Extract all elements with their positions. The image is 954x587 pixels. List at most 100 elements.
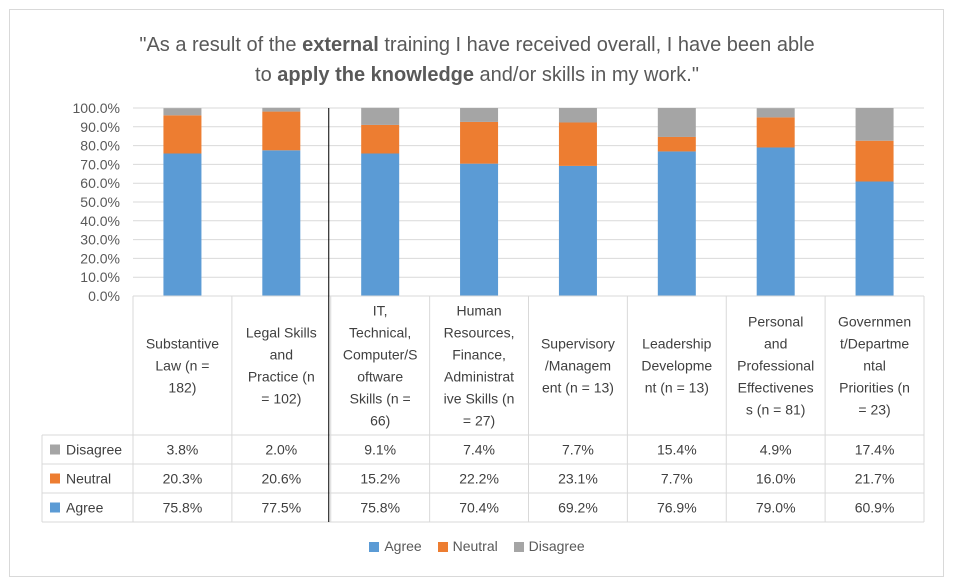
y-tick-label: 10.0%	[80, 269, 120, 285]
table-cell-value: 70.4%	[459, 500, 499, 516]
bar-agree	[361, 153, 400, 296]
bar-agree	[756, 147, 795, 296]
table-cell-value: 16.0%	[756, 471, 796, 487]
table-row-label: Agree	[66, 500, 104, 516]
bar-disagree	[657, 108, 696, 137]
table-row-label: Disagree	[66, 442, 122, 458]
category-label: ive Skills (n	[444, 391, 515, 407]
category-label: t/Departme	[840, 336, 909, 352]
category-label: nt (n = 13)	[645, 380, 709, 396]
table-cell-value: 22.2%	[459, 471, 499, 487]
table-cell-value: 75.8%	[360, 500, 400, 516]
bar-disagree	[756, 108, 795, 118]
bar-neutral	[262, 111, 301, 151]
bar-agree	[163, 153, 202, 296]
table-cell-value: 7.7%	[562, 442, 594, 458]
title-text-3: to	[255, 64, 278, 86]
category-label: Personal	[748, 314, 803, 330]
table-cell-value: 7.7%	[661, 471, 693, 487]
bar-disagree	[262, 107, 301, 112]
bar-agree	[855, 181, 894, 296]
category-label: /Managem	[545, 358, 611, 374]
category-label: Administrat	[444, 369, 514, 385]
category-label: Human	[456, 303, 501, 319]
category-label: Professional	[737, 358, 814, 374]
table-swatch-disagree	[50, 444, 60, 455]
table-cell-value: 15.2%	[360, 471, 400, 487]
category-label: Supervisory	[541, 336, 615, 352]
legend-item-agree: Agree	[369, 538, 422, 554]
table-cell-value: 2.0%	[265, 442, 297, 458]
bar-neutral	[460, 121, 499, 164]
legend-item-neutral: Neutral	[437, 538, 498, 554]
category-label: Practice (n	[248, 369, 315, 385]
y-tick-label: 70.0%	[80, 156, 120, 172]
bar-neutral	[855, 140, 894, 182]
table-cell-value: 17.4%	[855, 442, 895, 458]
bar-disagree	[361, 107, 400, 125]
bar-neutral	[756, 117, 795, 148]
table-swatch-agree	[50, 502, 60, 513]
legend-swatch-neutral	[437, 542, 448, 552]
y-tick-label: 50.0%	[80, 194, 120, 210]
table-cell-value: 4.9%	[760, 442, 792, 458]
y-tick-label: 0.0%	[88, 288, 120, 304]
y-tick-label: 30.0%	[80, 232, 120, 248]
chart-title: "As a result of the external training I …	[0, 30, 954, 90]
table-cell-value: 7.4%	[463, 442, 495, 458]
bar-disagree	[163, 108, 202, 116]
legend-swatch-agree	[369, 542, 380, 552]
bar-neutral	[163, 115, 202, 154]
category-label: ntal	[863, 358, 886, 374]
category-label: and	[270, 347, 293, 363]
bar-disagree	[558, 108, 597, 123]
category-label: and	[764, 336, 787, 352]
category-label: Priorities (n	[839, 380, 910, 396]
category-label: Governmen	[838, 314, 911, 330]
table-cell-value: 77.5%	[261, 500, 301, 516]
title-bold-2: apply the knowledge	[277, 64, 474, 86]
legend-label-agree: Agree	[384, 538, 422, 554]
category-label: Leadership	[642, 336, 711, 352]
title-text-2: training I have received overall, I have…	[378, 34, 815, 56]
legend-label-disagree: Disagree	[528, 538, 585, 554]
y-tick-label: 40.0%	[80, 213, 120, 229]
category-label: Developme	[641, 358, 712, 374]
category-label: 182)	[168, 380, 196, 396]
category-label: Law (n =	[155, 358, 209, 374]
category-label: IT,	[373, 303, 388, 319]
table-cell-value: 20.6%	[261, 471, 301, 487]
category-label: 66)	[370, 413, 390, 429]
category-label: oftware	[357, 369, 403, 385]
bar-neutral	[657, 136, 696, 152]
category-label: Skills (n =	[350, 391, 411, 407]
title-bold-1: external	[302, 34, 379, 56]
table-cell-value: 79.0%	[756, 500, 796, 516]
category-label: Resources,	[444, 325, 515, 341]
y-tick-label: 90.0%	[80, 119, 120, 135]
y-tick-label: 20.0%	[80, 250, 120, 266]
table-cell-value: 69.2%	[558, 500, 598, 516]
category-label: Effectivenes	[738, 380, 814, 396]
table-cell-value: 3.8%	[166, 442, 198, 458]
category-label: Computer/S	[343, 347, 418, 363]
bar-agree	[657, 151, 696, 296]
title-text-1: "As a result of the	[139, 34, 303, 56]
category-label: = 23)	[858, 402, 890, 418]
table-cell-value: 76.9%	[657, 500, 697, 516]
category-label: Technical,	[349, 325, 411, 341]
table-cell-value: 15.4%	[657, 442, 697, 458]
bar-agree	[460, 163, 499, 296]
y-tick-label: 80.0%	[80, 138, 120, 154]
legend-item-disagree: Disagree	[513, 538, 585, 554]
table-cell-value: 20.3%	[163, 471, 203, 487]
table-cell-value: 23.1%	[558, 471, 598, 487]
category-label: Substantive	[146, 336, 219, 352]
table-cell-value: 9.1%	[364, 442, 396, 458]
legend: Agree Neutral Disagree	[0, 538, 954, 554]
table-cell-value: 21.7%	[855, 471, 895, 487]
title-text-4: and/or skills in my work."	[474, 64, 699, 86]
table-row-label: Neutral	[66, 471, 111, 487]
category-label: s (n = 81)	[746, 402, 806, 418]
bar-disagree	[460, 108, 499, 122]
